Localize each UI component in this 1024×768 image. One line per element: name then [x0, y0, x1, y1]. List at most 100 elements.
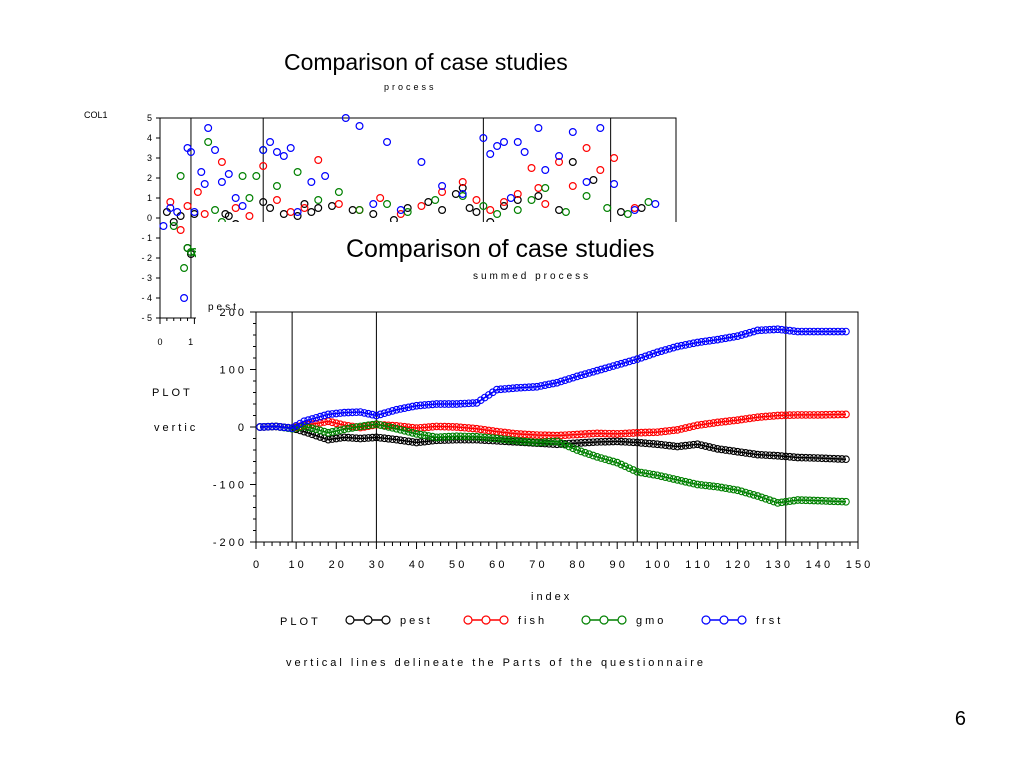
summed-x-tick-label: 1 4 0	[806, 559, 830, 571]
process-point-fish	[300, 204, 309, 213]
series-marker-pest	[400, 436, 409, 445]
series-marker-fish	[725, 417, 734, 425]
series-marker-pest	[376, 433, 385, 442]
series-marker-gmo	[665, 474, 674, 482]
series-marker-gmo	[633, 468, 642, 476]
process-point-fish	[513, 190, 522, 199]
series-marker-gmo	[773, 499, 782, 507]
series-marker-gmo	[509, 436, 517, 445]
process-chart-title: Comparison of case studies	[284, 49, 568, 75]
series-marker-pest	[368, 433, 377, 442]
process-point-gmo	[180, 264, 189, 273]
series-marker-frst	[773, 325, 782, 334]
process-point-frst	[186, 147, 195, 156]
process-point-gmo	[479, 202, 488, 211]
series-marker-frst	[408, 402, 417, 411]
series-marker-gmo	[372, 420, 381, 428]
series-marker-gmo	[677, 476, 686, 485]
process-point-frst	[266, 137, 275, 146]
summed-x-tick-label: 1 2 0	[725, 559, 749, 571]
series-marker-pest	[745, 449, 754, 458]
series-marker-frst	[657, 347, 666, 355]
series-marker-frst	[484, 391, 493, 399]
series-marker-gmo	[649, 470, 658, 479]
series-marker-frst	[324, 410, 333, 419]
series-marker-gmo	[745, 489, 754, 498]
series-marker-fish	[444, 422, 453, 431]
series-marker-fish	[757, 413, 766, 421]
series-marker-frst	[689, 339, 698, 348]
series-marker-frst	[725, 333, 734, 342]
series-marker-gmo	[336, 426, 345, 435]
process-point-frst	[651, 200, 660, 209]
series-marker-gmo	[517, 437, 525, 445]
process-point-pest	[451, 190, 460, 199]
series-marker-gmo	[789, 496, 798, 505]
summed-x-tick-label: 3 0	[369, 559, 384, 571]
series-marker-gmo	[404, 427, 413, 436]
process-point-pest	[169, 218, 178, 227]
series-marker-pest	[589, 438, 597, 447]
series-marker-fish	[745, 414, 754, 423]
process-point-pest	[555, 206, 564, 215]
process-point-pest	[314, 204, 323, 213]
summed-y-tick-label: - 1 0 0	[213, 480, 244, 492]
series-marker-fish	[328, 418, 337, 427]
series-marker-fish	[669, 426, 678, 435]
series-marker-pest	[842, 455, 850, 464]
series-marker-frst	[352, 408, 361, 417]
series-marker-frst	[645, 351, 654, 359]
series-marker-pest	[601, 437, 610, 446]
summed-footnote: vertical lines delineate the Parts of th…	[286, 657, 706, 669]
legend-label-fish: fish	[518, 615, 547, 627]
series-marker-fish	[452, 423, 461, 431]
series-marker-frst	[673, 342, 682, 351]
series-marker-frst	[765, 325, 774, 334]
series-marker-gmo	[810, 496, 818, 505]
process-point-fish	[582, 143, 591, 152]
summed-y-tick-label: 2 0 0	[220, 307, 244, 319]
series-marker-gmo	[761, 494, 770, 503]
series-marker-frst	[533, 382, 541, 391]
series-marker-gmo	[557, 439, 565, 447]
series-marker-fish	[617, 429, 626, 438]
process-point-fish	[568, 182, 577, 191]
series-marker-pest	[304, 429, 313, 437]
series-marker-frst	[452, 400, 461, 408]
series-marker-gmo	[653, 471, 662, 480]
series-marker-pest	[629, 438, 638, 447]
series-marker-frst	[356, 408, 365, 416]
series-marker-gmo	[412, 430, 421, 438]
series-marker-fish	[657, 427, 666, 436]
process-point-frst	[534, 123, 543, 132]
series-marker-gmo	[645, 470, 654, 478]
series-marker-gmo	[609, 457, 618, 466]
series-marker-frst	[272, 422, 280, 431]
process-legend-label: PLOT	[152, 387, 193, 399]
series-marker-pest	[725, 446, 734, 455]
process-point-frst	[369, 200, 378, 209]
series-marker-gmo	[818, 496, 826, 505]
series-marker-frst	[509, 384, 517, 393]
series-marker-fish	[312, 419, 321, 428]
process-point-frst	[582, 178, 591, 187]
series-marker-fish	[577, 430, 585, 439]
series-marker-fish	[609, 429, 618, 438]
series-marker-fish	[460, 423, 469, 432]
series-marker-frst	[561, 376, 569, 385]
series-marker-gmo	[814, 496, 822, 505]
series-marker-gmo	[344, 424, 353, 433]
process-point-fish	[486, 206, 495, 215]
series-marker-gmo	[513, 436, 521, 445]
series-marker-fish	[705, 419, 714, 428]
series-marker-frst	[545, 380, 553, 389]
process-y-tick-label: - 5	[141, 313, 152, 323]
series-marker-pest	[332, 434, 341, 443]
series-marker-gmo	[521, 437, 529, 446]
series-marker-frst	[581, 370, 589, 378]
series-marker-fish	[629, 429, 638, 437]
process-point-fish	[527, 163, 536, 172]
process-point-gmo	[644, 198, 653, 207]
legend-marker-pest	[363, 615, 373, 625]
process-point-gmo	[252, 172, 261, 181]
